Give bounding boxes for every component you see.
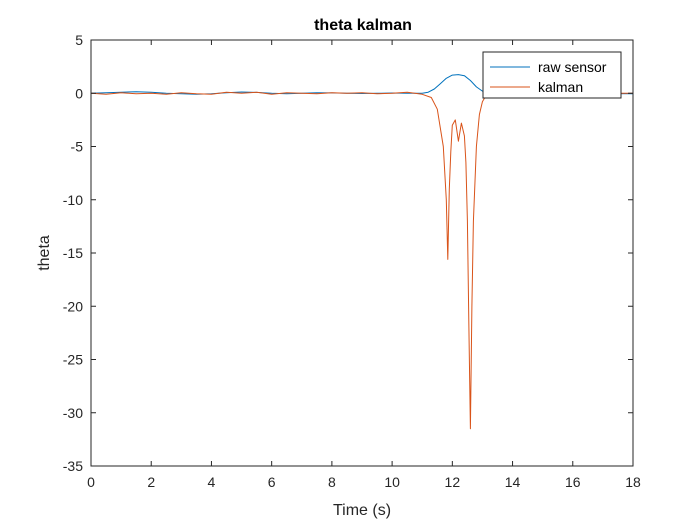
- legend-box: [482, 51, 622, 99]
- x-axis-label: Time (s): [333, 502, 391, 519]
- x-tick-label: 6: [268, 474, 276, 490]
- y-tick-label: -10: [63, 192, 83, 208]
- legend-label: raw sensor: [538, 59, 607, 75]
- x-axis: 0 2 4 6 8 10 12 14 16 18: [87, 40, 641, 490]
- y-tick-label: -20: [63, 298, 83, 314]
- y-tick-label: 0: [75, 85, 83, 101]
- y-tick-label: -15: [63, 245, 83, 261]
- x-tick-label: 8: [328, 474, 336, 490]
- y-axis-label: theta: [36, 235, 53, 271]
- legend-label: kalman: [538, 79, 583, 95]
- y-tick-label: -5: [71, 139, 84, 155]
- x-tick-label: 12: [445, 474, 461, 490]
- y-tick-label: -25: [63, 352, 83, 368]
- x-tick-label: 2: [147, 474, 155, 490]
- y-axis: 5 0 -5 -10 -15 -20 -25 -30 -35: [63, 32, 633, 474]
- x-tick-label: 14: [505, 474, 521, 490]
- y-tick-label: 5: [75, 32, 83, 48]
- x-tick-label: 10: [384, 474, 400, 490]
- chart-title: theta kalman: [314, 17, 412, 34]
- y-tick-label: -35: [63, 458, 83, 474]
- plot-area: [91, 40, 633, 466]
- x-tick-label: 18: [625, 474, 641, 490]
- series-line-kalman: [90, 91, 633, 430]
- x-tick-label: 0: [87, 474, 95, 490]
- legend: raw sensor kalman: [482, 51, 622, 99]
- x-tick-label: 16: [565, 474, 581, 490]
- y-tick-label: -30: [63, 405, 83, 421]
- x-tick-label: 4: [208, 474, 216, 490]
